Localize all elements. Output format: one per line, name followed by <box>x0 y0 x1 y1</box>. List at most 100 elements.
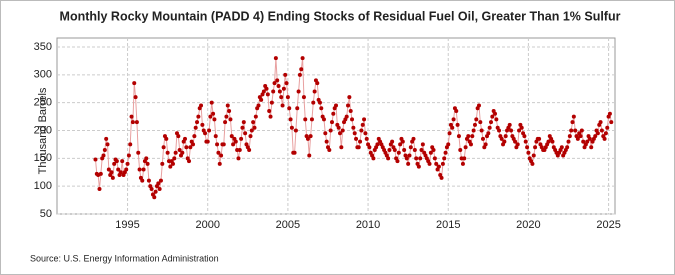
data-point <box>130 120 135 125</box>
data-point <box>328 128 333 133</box>
data-point <box>454 109 459 114</box>
data-point <box>354 136 359 141</box>
data-point <box>133 95 138 100</box>
data-point <box>386 156 391 161</box>
data-point <box>248 134 253 139</box>
data-point <box>216 150 221 155</box>
data-point <box>112 161 117 166</box>
data-point <box>396 150 401 155</box>
data-point <box>434 161 439 166</box>
data-point <box>605 125 610 130</box>
data-point <box>271 89 276 94</box>
data-point <box>472 122 477 127</box>
data-point <box>279 95 284 100</box>
data-point <box>200 122 205 127</box>
data-point <box>525 145 530 150</box>
data-point <box>336 125 341 130</box>
data-point <box>537 136 542 141</box>
data-point <box>229 134 234 139</box>
data-point <box>209 100 214 105</box>
data-point <box>285 95 290 100</box>
data-point <box>327 147 332 152</box>
data-point <box>125 161 130 166</box>
data-point <box>404 156 409 161</box>
data-point <box>340 128 345 133</box>
data-point <box>609 120 614 125</box>
data-point <box>390 139 395 144</box>
data-point <box>479 128 484 133</box>
data-point <box>329 120 334 125</box>
chart-title: Monthly Rocky Mountain (PADD 4) Ending S… <box>60 9 621 23</box>
data-point <box>160 161 165 166</box>
data-point <box>191 142 196 147</box>
data-point <box>364 136 369 141</box>
data-point <box>338 131 343 136</box>
data-point <box>241 120 246 125</box>
data-point <box>315 81 320 86</box>
data-point <box>184 145 189 150</box>
data-point <box>289 125 294 130</box>
data-point <box>275 78 280 83</box>
data-point <box>392 147 397 152</box>
data-point <box>193 125 198 130</box>
data-point <box>323 131 328 136</box>
data-point <box>223 120 228 125</box>
data-point <box>247 147 252 152</box>
data-point <box>579 128 584 133</box>
data-point <box>468 142 473 147</box>
data-point <box>140 178 145 183</box>
data-point <box>114 159 119 164</box>
data-point <box>299 67 304 72</box>
data-point <box>287 106 292 111</box>
data-point <box>319 106 324 111</box>
data-point <box>152 195 157 200</box>
data-point <box>233 139 238 144</box>
x-tick-label: 2000 <box>195 219 219 231</box>
data-point <box>141 167 146 172</box>
data-point <box>124 167 129 172</box>
data-point <box>427 161 432 166</box>
data-point <box>569 128 574 133</box>
data-point <box>97 186 102 191</box>
data-point <box>513 139 518 144</box>
data-point <box>371 156 376 161</box>
data-point <box>476 103 481 108</box>
data-point <box>531 153 536 158</box>
data-point <box>237 147 242 152</box>
data-point <box>215 142 220 147</box>
data-point <box>480 136 485 141</box>
data-point <box>109 170 114 175</box>
data-point <box>144 156 149 161</box>
y-tick-label: 300 <box>34 69 52 81</box>
data-point <box>483 142 488 147</box>
data-point <box>565 145 570 150</box>
data-point <box>412 147 417 152</box>
data-point <box>436 164 441 169</box>
data-point <box>212 117 217 122</box>
x-tick-label: 2025 <box>596 219 620 231</box>
data-point <box>489 120 494 125</box>
data-point <box>217 161 222 166</box>
data-point <box>402 147 407 152</box>
data-point <box>573 128 578 133</box>
data-point <box>161 145 166 150</box>
data-point <box>559 145 564 150</box>
data-point <box>284 81 289 86</box>
data-point <box>407 153 412 158</box>
data-point <box>265 92 270 97</box>
data-point <box>362 117 367 122</box>
data-point <box>526 150 531 155</box>
data-point <box>356 145 361 150</box>
data-point <box>145 161 150 166</box>
data-point <box>515 142 520 147</box>
data-point <box>493 111 498 116</box>
y-tick-label: 350 <box>34 41 52 53</box>
data-point <box>450 125 455 130</box>
data-point <box>578 134 583 139</box>
data-point <box>602 136 607 141</box>
x-tick-label: 2005 <box>276 219 300 231</box>
data-point <box>519 125 524 130</box>
data-point <box>331 111 336 116</box>
data-point <box>317 100 322 105</box>
y-tick-label: 50 <box>40 208 52 220</box>
